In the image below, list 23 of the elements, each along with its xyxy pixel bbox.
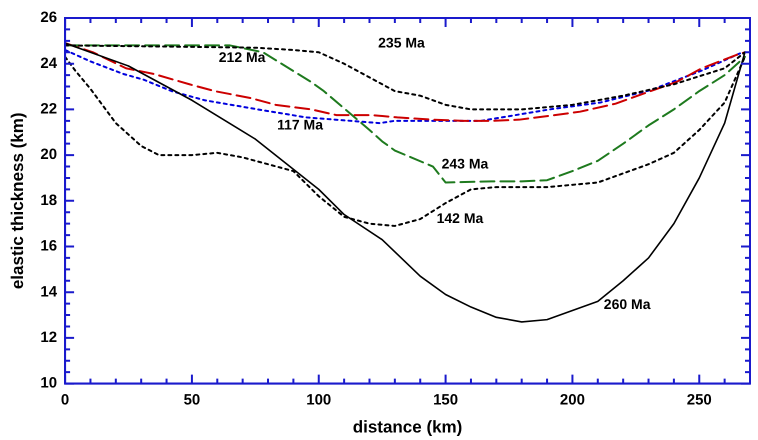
x-tick-label: 100 — [306, 392, 332, 409]
y-tick-label: 22 — [40, 100, 58, 118]
x-tick-label: 200 — [560, 392, 585, 409]
annotation: 117 Ma — [277, 116, 324, 132]
y-tick-label: 12 — [40, 329, 58, 346]
y-tick-label: 10 — [40, 374, 58, 392]
x-tick-label: 250 — [686, 392, 712, 409]
y-tick-label: 14 — [40, 283, 58, 300]
annotation: 142 Ma — [436, 210, 484, 226]
x-tick-label: 0 — [60, 392, 70, 409]
x-tick-label: 150 — [433, 392, 458, 409]
y-tick-label: 20 — [40, 146, 58, 164]
y-tick-label: 24 — [40, 54, 58, 72]
annotation: 235 Ma — [378, 34, 426, 51]
annotation: 212 Ma — [218, 48, 266, 65]
y-tick-label: 16 — [40, 238, 58, 255]
annotation: 260 Ma — [604, 296, 651, 312]
annotation: 243 Ma — [442, 155, 489, 172]
y-tick-label: 26 — [40, 9, 58, 26]
y-tick-label: 18 — [40, 192, 58, 209]
y-axis-title: elastic thickness (km) — [8, 112, 27, 290]
x-axis-title: distance (km) — [352, 417, 462, 436]
x-tick-label: 50 — [184, 392, 200, 409]
